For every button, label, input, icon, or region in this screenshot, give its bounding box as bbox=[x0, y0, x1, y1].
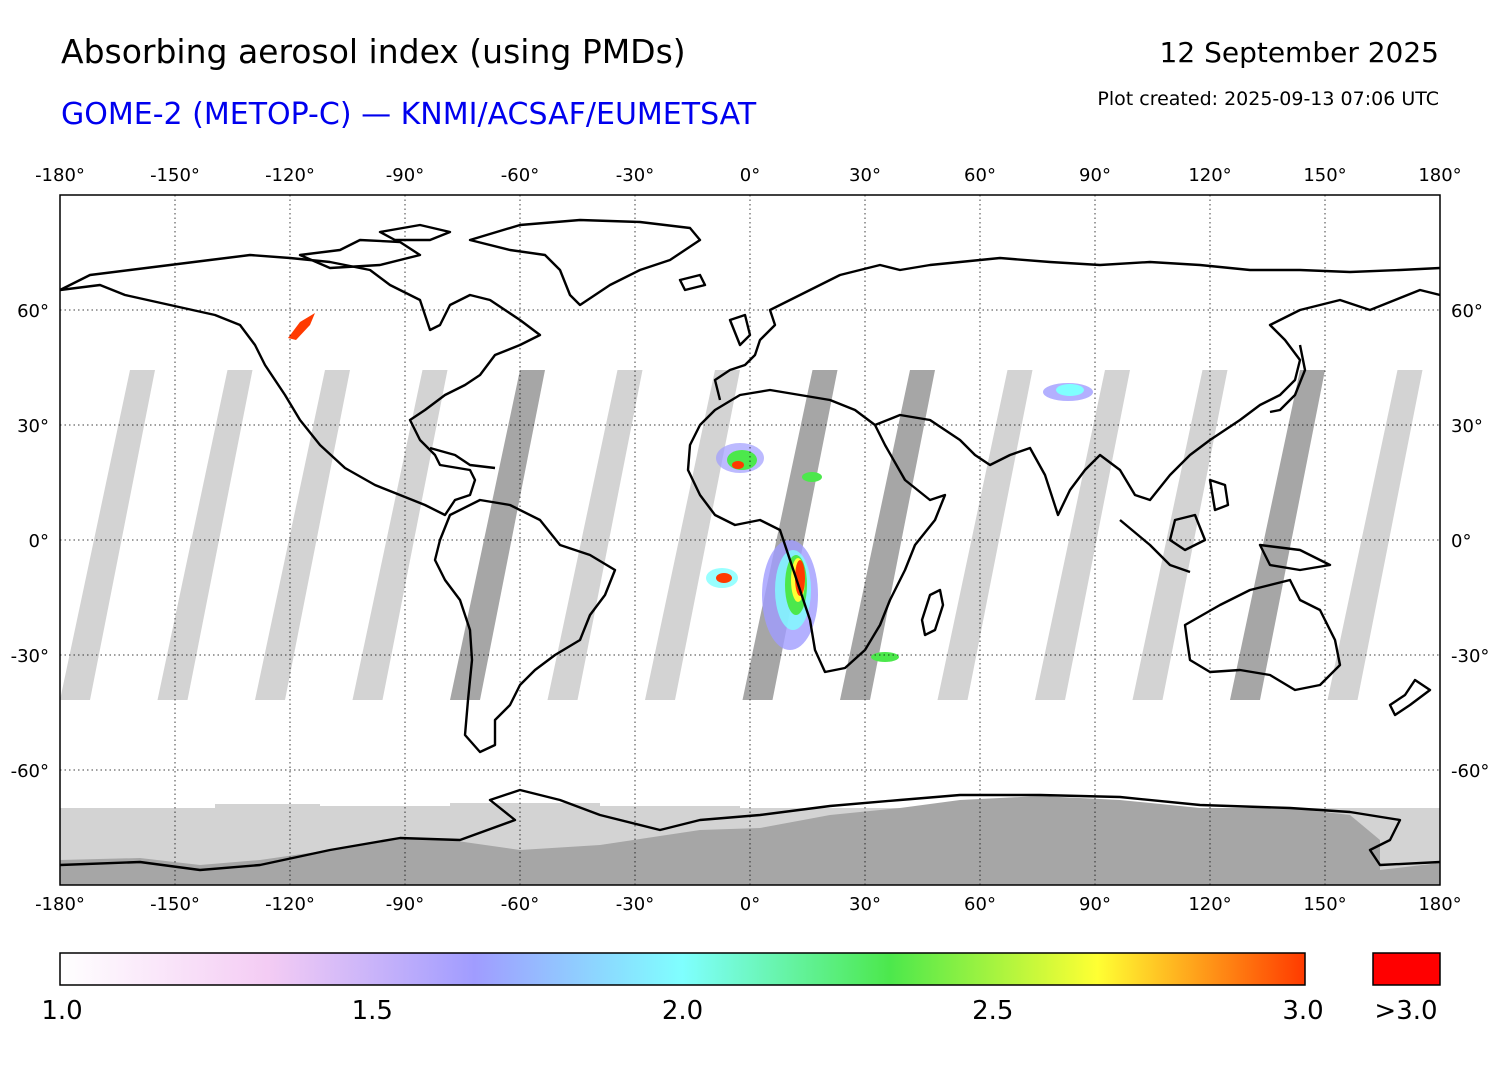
no-data-swath bbox=[1327, 370, 1423, 700]
latitude-labels-right: 60° 30° 0° -30° -60° bbox=[1451, 301, 1489, 782]
latitude-tick-label: 30° bbox=[17, 416, 49, 437]
longitude-tick-label: -90° bbox=[386, 894, 424, 915]
longitude-tick-label: -150° bbox=[150, 165, 200, 186]
longitude-tick-label: 60° bbox=[964, 165, 996, 186]
longitude-tick-label: 30° bbox=[849, 894, 881, 915]
longitude-tick-label: -180° bbox=[35, 894, 85, 915]
longitude-tick-label: 150° bbox=[1303, 165, 1346, 186]
colorbar-tick-label: 2.5 bbox=[972, 996, 1014, 1026]
longitude-tick-label: -120° bbox=[265, 165, 315, 186]
colorbar-tick-label: 1.0 bbox=[41, 996, 83, 1026]
no-data-swath bbox=[450, 370, 545, 700]
colorbar bbox=[59, 952, 1306, 986]
no-data-swath-gaps bbox=[60, 370, 1423, 700]
no-data-swath bbox=[547, 370, 643, 700]
longitude-labels-top: -180° -150° -120° -90° -60° -30° 0° 30° 60° 90° 12… bbox=[35, 165, 1462, 186]
latitude-tick-label: 0° bbox=[29, 531, 49, 552]
latitude-tick-label: -30° bbox=[11, 646, 49, 667]
colorbar-tick-label: 3.0 bbox=[1282, 996, 1324, 1026]
aerosol-plume-southern-africa bbox=[706, 540, 899, 662]
aerosol-plume-western-canada bbox=[288, 313, 315, 340]
longitude-tick-label: 120° bbox=[1188, 894, 1231, 915]
longitude-labels-bottom: -180° -150° -120° -90° -60° -30° 0° 30° 60° 90° 12… bbox=[35, 894, 1462, 915]
map-title: Absorbing aerosol index (using PMDs) bbox=[61, 32, 686, 71]
no-data-swath bbox=[1132, 370, 1228, 700]
longitude-tick-label: -60° bbox=[501, 894, 539, 915]
aerosol-plume-west-africa bbox=[716, 443, 822, 482]
latitude-tick-label: -60° bbox=[1451, 761, 1489, 782]
plot-created-timestamp: Plot created: 2025-09-13 07:06 UTC bbox=[1097, 88, 1439, 110]
colorbar-overflow-label: >3.0 bbox=[1374, 996, 1438, 1026]
map-subtitle: GOME-2 (METOP-C) — KNMI/ACSAF/EUMETSAT bbox=[61, 97, 757, 132]
longitude-tick-label: -180° bbox=[35, 165, 85, 186]
antarctic-dark-band bbox=[60, 796, 1440, 885]
colorbar-overflow-box bbox=[1372, 952, 1441, 986]
no-data-swath bbox=[255, 370, 350, 700]
latitude-tick-label: 30° bbox=[1451, 416, 1483, 437]
longitude-tick-label: 150° bbox=[1303, 894, 1346, 915]
coastlines bbox=[60, 218, 1440, 872]
longitude-tick-label: 90° bbox=[1079, 165, 1111, 186]
graticule bbox=[60, 195, 1440, 885]
longitude-tick-label: 180° bbox=[1418, 165, 1461, 186]
latitude-tick-label: -30° bbox=[1451, 646, 1489, 667]
longitude-tick-label: 0° bbox=[740, 165, 760, 186]
latitude-tick-label: 60° bbox=[17, 301, 49, 322]
longitude-tick-label: 120° bbox=[1188, 165, 1231, 186]
observation-date: 12 September 2025 bbox=[1159, 36, 1439, 69]
colorbar-tick-label: 1.5 bbox=[351, 996, 393, 1026]
longitude-tick-label: 0° bbox=[740, 894, 760, 915]
colorbar-tick-label: 2.0 bbox=[661, 996, 704, 1026]
longitude-tick-label: -30° bbox=[616, 894, 654, 915]
longitude-tick-label: -60° bbox=[501, 165, 539, 186]
latitude-tick-label: 0° bbox=[1451, 531, 1471, 552]
no-data-swath bbox=[937, 370, 1033, 700]
latitude-tick-label: -60° bbox=[11, 761, 49, 782]
longitude-tick-label: 30° bbox=[849, 165, 881, 186]
longitude-tick-label: -90° bbox=[386, 165, 424, 186]
no-data-swath bbox=[645, 370, 740, 700]
longitude-tick-label: -120° bbox=[265, 894, 315, 915]
longitude-tick-label: 60° bbox=[964, 894, 996, 915]
latitude-labels-left: 60° 30° 0° -30° -60° bbox=[11, 301, 49, 782]
aerosol-plume-central-asia bbox=[1043, 383, 1093, 401]
longitude-tick-label: -150° bbox=[150, 894, 200, 915]
longitude-tick-label: 180° bbox=[1418, 894, 1461, 915]
longitude-tick-label: -30° bbox=[616, 165, 654, 186]
latitude-tick-label: 60° bbox=[1451, 301, 1483, 322]
no-data-swath bbox=[1035, 370, 1130, 700]
no-data-swath bbox=[352, 370, 448, 700]
no-data-swath bbox=[840, 370, 935, 700]
no-data-swath bbox=[157, 370, 253, 700]
no-data-swath bbox=[60, 370, 155, 700]
no-data-swath bbox=[1230, 370, 1325, 700]
map-frame bbox=[59, 194, 1441, 886]
longitude-tick-label: 90° bbox=[1079, 894, 1111, 915]
